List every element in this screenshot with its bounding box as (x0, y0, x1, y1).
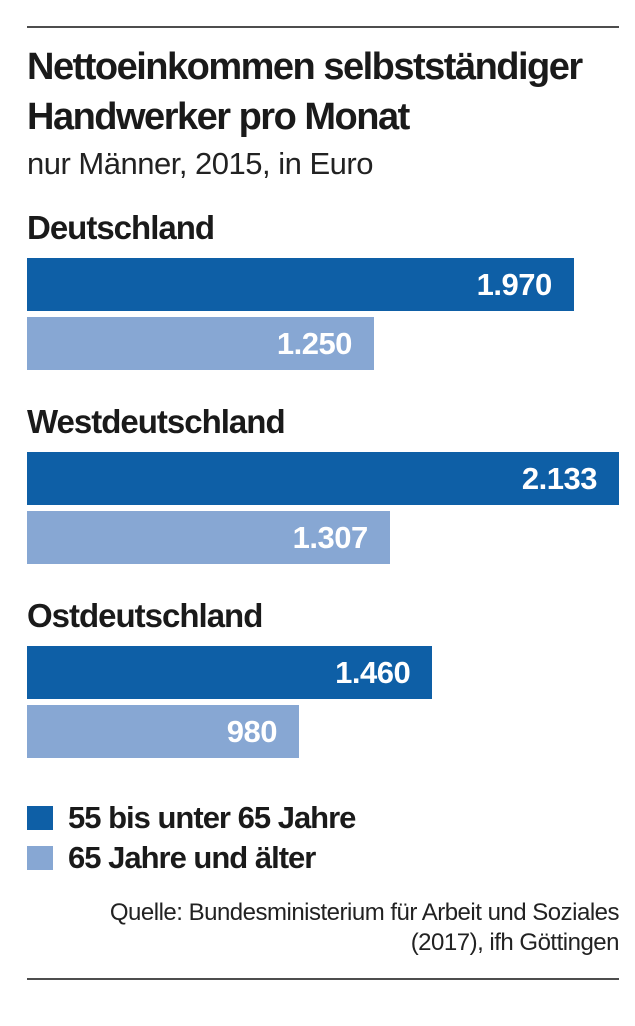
bar-value-label: 2.133 (521, 460, 598, 496)
legend-item: 55 bis unter 65 Jahre (27, 800, 619, 835)
bar-value-label: 1.970 (476, 266, 553, 302)
infographic-page: Nettoeinkommen selbstständiger Handwerke… (0, 26, 635, 1026)
source-line-1: Quelle: Bundesministerium für Arbeit und… (109, 899, 620, 926)
group-bars: 1.970 1.250 (27, 258, 619, 370)
top-divider-rule (27, 26, 619, 28)
bar-55-bis-unter-65-jahre: 1.460 (27, 646, 433, 699)
bar-65-jahre-und-älter: 1.250 (27, 317, 374, 370)
bar-65-jahre-und-älter: 980 (27, 705, 299, 758)
legend-item-label: 55 bis unter 65 Jahre (68, 800, 356, 835)
chart-subtitle: nur Männer, 2015, in Euro (27, 146, 373, 181)
bar-55-bis-unter-65-jahre: 1.970 (27, 258, 574, 311)
source-line-2: (2017), ifh Göttingen (410, 929, 620, 956)
bar-value-label: 1.307 (292, 519, 369, 555)
chart-group-westdeutschland: Westdeutschland 2.133 1.307 (27, 402, 619, 564)
source-attribution: Quelle: Bundesministerium für Arbeit und… (27, 898, 620, 958)
bar-value-label: 1.460 (335, 654, 411, 690)
chart-legend: 55 bis unter 65 Jahre 65 Jahre und älter (27, 800, 619, 875)
legend-color-swatch (27, 846, 53, 870)
group-bars: 1.460 980 (27, 646, 619, 758)
bottom-divider-rule (27, 978, 619, 980)
bar-chart: Deutschland 1.970 1.250 Westdeutschland 2.13… (27, 208, 619, 758)
chart-group-deutschland: Deutschland 1.970 1.250 (27, 208, 619, 370)
chart-title: Nettoeinkommen selbstständiger Handwerke… (27, 46, 583, 138)
legend-item: 65 Jahre und älter (27, 840, 619, 875)
bar-value-label: 1.250 (276, 325, 353, 361)
group-label: Ostdeutschland (27, 597, 263, 634)
bar-55-bis-unter-65-jahre: 2.133 (27, 452, 619, 505)
group-label: Deutschland (27, 209, 215, 246)
group-bars: 2.133 1.307 (27, 452, 619, 564)
legend-item-label: 65 Jahre und älter (68, 840, 316, 875)
group-label: Westdeutschland (27, 403, 286, 440)
bar-65-jahre-und-älter: 1.307 (27, 511, 390, 564)
bar-value-label: 980 (226, 713, 278, 749)
chart-group-ostdeutschland: Ostdeutschland 1.460 980 (27, 596, 619, 758)
legend-color-swatch (27, 806, 53, 830)
